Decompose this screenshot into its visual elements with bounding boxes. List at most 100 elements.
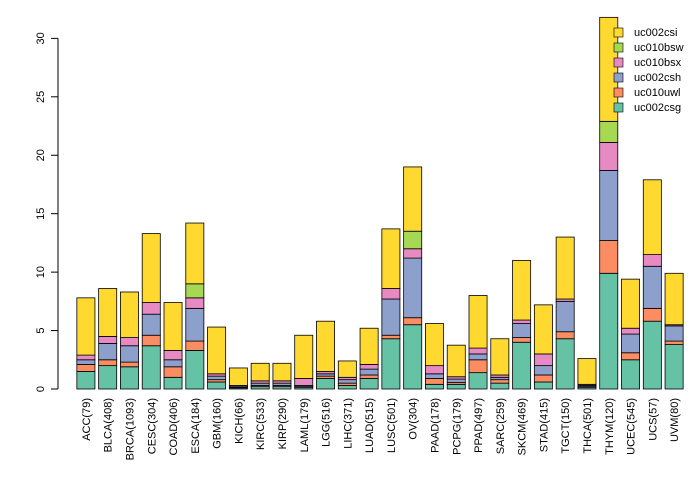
bar-segment-uc010uwl [555,331,575,340]
bar-segment-uc010bsx [381,288,401,300]
bar-segment-uc010uwl [141,334,161,347]
bar-segment-uc002csi [403,166,423,232]
bar-segment-uc002csg [120,366,139,390]
bar-segment-uc010bsx [468,347,488,355]
bar-segment-uc002csi [555,236,575,300]
x-tick-label: UCEC(545) [626,398,638,455]
bar-segment-uc002csg [381,338,401,390]
bar-segment-uc002csg [141,345,161,390]
x-tick-label: OV(304) [408,398,420,440]
bar-segment-uc002csh [76,359,96,365]
bar-segment-uc002csi [468,295,488,349]
bar-segment-uc002csg [359,378,379,390]
bar-segment-uc002csh [664,325,684,342]
bar-segment-uc002csi [425,323,444,367]
x-tick-label: PCPG(179) [451,398,463,455]
bar-segment-uc010uwl [76,364,96,372]
bar-segment-uc002csh [555,300,575,333]
bar-segment-uc002csg [468,372,488,390]
x-tick-label: KICH(66) [233,398,245,444]
bar-segment-uc002csh [185,307,205,342]
bar-segment-uc010bsx [294,378,314,386]
y-tick-label: 0 [35,386,47,392]
bar-segment-uc002csi [642,179,662,255]
x-tick-label: LGG(516) [321,398,333,447]
legend-swatch-uc010bsx [613,57,624,68]
bar-segment-uc002csi [512,260,532,321]
bar-segment-uc002csi [98,288,118,337]
bar-segment-uc010uwl [98,359,118,367]
bar-segment-uc002csh [359,368,379,376]
bar-segment-uc010uwl [425,378,444,385]
bar-segment-uc002csg [642,320,662,390]
legend-swatch-uc010uwl [613,87,624,98]
bar-segment-uc010bsx [120,337,139,347]
x-tick-label: THCA(501) [582,398,594,454]
bar-segment-uc002csg [337,385,357,390]
bar-segment-uc002csi [316,320,335,372]
bar-segment-uc010uwl [120,361,139,368]
bar-segment-uc010bsx [425,365,444,375]
bar-segment-uc002csi [163,302,183,351]
bar-segment-uc002csi [359,327,379,365]
bar-segment-uc002csi [141,233,161,303]
bar-segment-uc010uwl [533,374,553,383]
bar-segment-uc002csi [76,297,96,356]
legend-label-uc010bsx: uc010bsx [634,57,682,69]
bar-segment-uc010bsx [141,302,161,315]
bar-segment-uc002csh [381,298,401,336]
bar-segment-uc002csh [468,353,488,361]
y-axis: 0 5 10 15 20 25 30 [35,32,59,392]
bar-segment-uc002csg [446,383,466,390]
x-tick-label: BRCA(1093) [124,398,136,460]
x-tick-label: PAAD(178) [429,398,441,453]
bar-segment-uc010bsx [621,327,640,335]
bar-segment-uc010bsx [359,364,379,370]
legend-label-uc002csg: uc002csg [634,102,681,114]
legend-swatch-uc002csh [613,72,624,83]
bar-segment-uc002csg [207,381,227,390]
bar-segment-uc002csh [120,345,139,363]
x-tick-label: ESCA(184) [190,398,202,454]
bar-segment-uc010bsw [599,120,619,143]
x-tick-label: UCS(57) [647,398,659,441]
y-tick-label: 5 [35,328,47,334]
bar-segment-uc002csi [272,362,292,382]
x-tick-label: KIRP(290) [277,398,289,449]
bar-segment-uc010bsx [76,354,96,361]
legend-label-uc010uwl: uc010uwl [634,87,680,99]
x-tick-label: SARC(259) [495,398,507,454]
x-tick-label: LIHC(371) [342,398,354,449]
bar-segment-uc002csh [621,333,640,354]
bar-segment-uc002csi [185,222,205,285]
bar-segment-uc002csi [664,272,684,326]
bar-segment-uc010bsw [403,230,423,250]
bar-segment-uc002csh [98,343,118,361]
bar-segment-uc010uwl [512,337,532,343]
bar-segment-uc010bsx [599,141,619,171]
bar-segment-uc002csi [446,344,466,378]
y-tick-label: 10 [35,266,47,278]
bar-segment-uc002csi [294,334,314,379]
bar-segment-uc002csg [490,382,510,390]
bar-segment-uc002csg [664,344,684,390]
bar-segment-uc002csh [642,265,662,309]
x-tick-label: PPAD(497) [473,398,485,453]
bar-segment-uc010bsx [642,254,662,267]
bar-segment-uc002csh [403,257,423,319]
bar-segment-uc010uwl [599,240,619,274]
legend-swatch-uc002csi [613,27,624,38]
bar-segment-uc002csh [425,373,444,379]
y-tick-label: 15 [35,208,47,220]
bar-segment-uc010bsx [533,353,553,367]
y-tick-label: 30 [35,32,47,44]
bar-segment-uc010bsx [403,248,423,259]
x-tick-label: STAD(415) [538,398,550,452]
x-tick-label: COAD(406) [168,398,180,455]
legend-swatch-uc002csg [613,102,624,113]
x-tick-label: UVM(80) [669,398,681,442]
x-tick-label: SKCM(469) [517,398,529,455]
bar-segment-uc002csh [512,323,532,338]
bar-segment-uc010uwl [381,334,401,340]
